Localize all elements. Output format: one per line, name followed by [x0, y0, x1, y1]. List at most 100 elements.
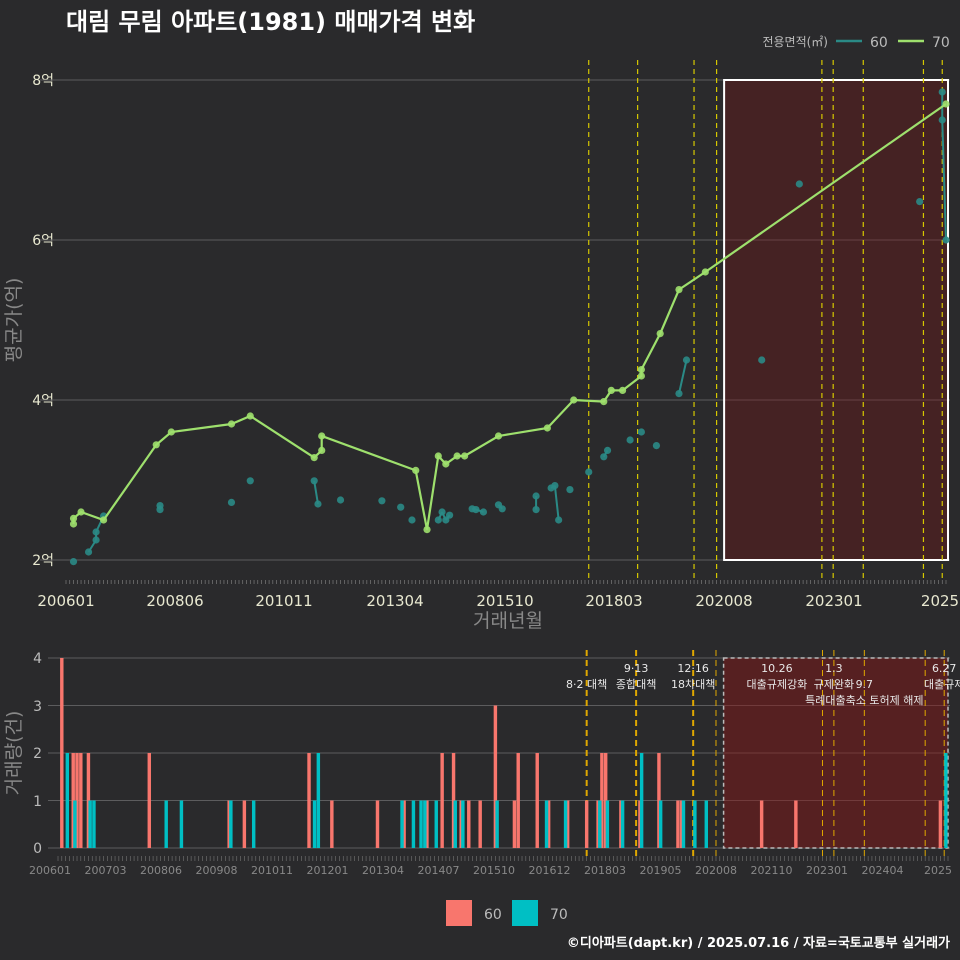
point-70: [152, 441, 160, 449]
bar-70: [312, 800, 317, 848]
x2-tick-label: 201304: [362, 864, 404, 877]
bar-60: [467, 800, 471, 848]
bar-70: [164, 800, 168, 848]
bar-60: [330, 800, 334, 848]
point-60: [438, 508, 446, 516]
x2-tick-label: 201905: [640, 864, 682, 877]
bar-60: [546, 800, 551, 848]
bar-70: [251, 800, 256, 848]
bar-60: [147, 753, 151, 848]
point-60: [479, 508, 488, 516]
point-70: [453, 452, 461, 460]
point-70: [227, 420, 236, 428]
point-60: [532, 506, 540, 514]
policy-annotation: 대출규제: [924, 678, 960, 691]
point-60: [378, 497, 386, 505]
bar-60: [676, 800, 680, 848]
chart-title: 대림 무림 아파트(1981) 매매가격 변화: [66, 8, 475, 36]
bar-60: [565, 800, 570, 848]
legend2-swatch-60: [446, 900, 472, 926]
bar-70: [229, 800, 233, 848]
legend-label-60: 60: [870, 35, 888, 51]
x-tick-label: 201011: [255, 592, 312, 610]
point-60: [795, 180, 803, 188]
point-60: [92, 536, 100, 544]
series-link-60: [553, 485, 560, 521]
series-link-60: [941, 119, 947, 241]
point-70: [318, 432, 326, 440]
x2-tick-label: 201612: [529, 864, 571, 877]
x-tick-label: 201304: [366, 592, 423, 610]
x-tick-label: 200601: [37, 592, 94, 610]
x2-tick-label: 202008: [695, 864, 737, 877]
point-60: [916, 198, 924, 206]
bar-60: [493, 705, 498, 848]
bar-70: [434, 800, 438, 848]
x-tick-label: 202301: [805, 592, 862, 610]
bar-70: [92, 800, 96, 848]
bar-70: [419, 800, 423, 848]
policy-annotation: 규제완화: [814, 678, 854, 691]
point-60: [246, 477, 254, 485]
legend2-label-60: 60: [484, 907, 502, 923]
bar-70: [179, 800, 184, 848]
bar-60: [402, 800, 406, 848]
x2-tick-label: 201803: [584, 864, 626, 877]
bar-70: [88, 800, 92, 848]
y-tick-label: 2억: [32, 553, 54, 569]
bar-70: [423, 800, 427, 848]
point-70: [656, 330, 664, 338]
bar-60: [440, 753, 444, 848]
point-60: [626, 436, 634, 444]
x-tick-label: 200806: [146, 592, 203, 610]
policy-annotation: 6.27: [932, 662, 957, 675]
point-60: [758, 356, 766, 364]
point-70: [461, 452, 469, 460]
point-60: [682, 356, 691, 364]
policy-annotation: 12·16: [677, 662, 709, 675]
y2-tick-label: 4: [33, 651, 42, 667]
bar-70: [495, 800, 499, 848]
bar-70: [563, 800, 568, 848]
bar-60: [242, 800, 247, 848]
point-60: [69, 558, 78, 566]
policy-annotation: 9.7: [856, 678, 874, 691]
series-link-60: [313, 480, 319, 505]
point-70: [246, 412, 254, 420]
point-60: [566, 486, 574, 494]
policy-annotation: 특례대출축소 토허제 해제: [805, 693, 923, 707]
bar-60: [478, 800, 482, 848]
point-70: [69, 514, 78, 523]
bar-70: [544, 800, 549, 848]
x2-tick-label: 202110: [751, 864, 793, 877]
x2-tick-label: 202301: [806, 864, 848, 877]
legend-title: 전용면적(㎡): [762, 35, 828, 49]
policy-annotation: 9·13: [624, 662, 649, 675]
bar-70: [461, 800, 465, 848]
point-70: [167, 428, 175, 436]
point-60: [156, 502, 164, 510]
point-70: [412, 466, 420, 474]
point-70: [310, 454, 318, 462]
point-60: [498, 505, 506, 513]
legend-label-70: 70: [932, 35, 950, 51]
bar-70: [65, 753, 70, 848]
bar-70: [681, 800, 686, 848]
policy-annotation: 18차대책: [671, 678, 715, 691]
bar-60: [938, 800, 943, 848]
x2-tick-label: 200908: [196, 864, 238, 877]
x-tick-label: 201510: [476, 592, 533, 610]
point-70: [100, 516, 108, 524]
footer-credit: ©디아파트(dapt.kr) / 2025.07.16 / 자료=국토교통부 실…: [567, 935, 950, 951]
bar-60: [79, 753, 83, 848]
y-axis-title: 평균가(억): [3, 278, 25, 363]
point-70: [618, 386, 627, 394]
series-link-60: [678, 359, 688, 394]
point-70: [434, 452, 442, 460]
legend2-label-70: 70: [550, 907, 568, 923]
y-tick-label: 6억: [32, 233, 54, 249]
point-70: [77, 508, 85, 516]
point-70: [570, 396, 578, 404]
bar-70: [411, 800, 416, 848]
y-tick-label: 8억: [32, 73, 54, 89]
